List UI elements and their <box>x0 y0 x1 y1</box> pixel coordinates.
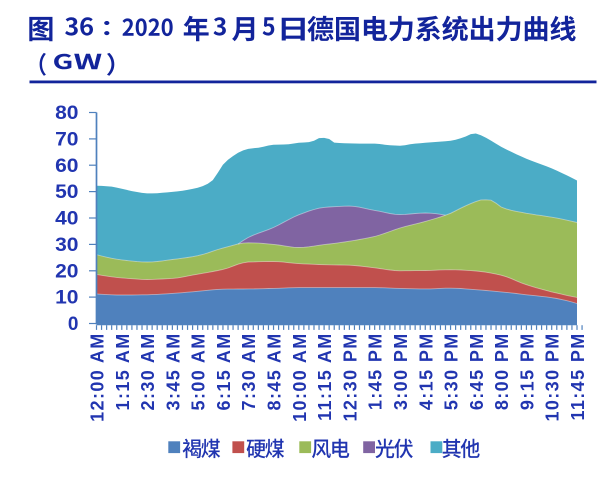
svg-text:20: 20 <box>55 261 78 282</box>
svg-text:0: 0 <box>68 314 79 335</box>
svg-text:6:45 PM: 6:45 PM <box>467 332 487 410</box>
svg-text:2:30 AM: 2:30 AM <box>138 332 158 410</box>
svg-text:8:00 PM: 8:00 PM <box>492 332 512 410</box>
svg-text:4:15 PM: 4:15 PM <box>416 332 436 410</box>
svg-text:12:30 PM: 12:30 PM <box>340 332 360 421</box>
svg-text:10:30 PM: 10:30 PM <box>543 332 563 421</box>
svg-text:50: 50 <box>55 182 78 203</box>
svg-text:11:45 PM: 11:45 PM <box>568 332 588 420</box>
svg-text:3:00 PM: 3:00 PM <box>391 332 411 410</box>
svg-text:60: 60 <box>55 156 78 177</box>
svg-text:9:15 PM: 9:15 PM <box>517 332 537 410</box>
svg-text:40: 40 <box>55 209 78 230</box>
svg-text:11:15 AM: 11:15 AM <box>315 332 335 421</box>
svg-text:3:45 AM: 3:45 AM <box>163 332 183 410</box>
svg-text:70: 70 <box>55 130 78 151</box>
svg-text:1:45 PM: 1:45 PM <box>366 332 386 410</box>
svg-text:12:00 AM: 12:00 AM <box>88 332 108 422</box>
svg-text:5:30 PM: 5:30 PM <box>442 332 462 410</box>
svg-text:1:15 AM: 1:15 AM <box>113 332 133 410</box>
svg-text:5:00 AM: 5:00 AM <box>189 332 209 410</box>
svg-text:8:45 AM: 8:45 AM <box>265 332 285 410</box>
svg-text:7:30 AM: 7:30 AM <box>239 332 259 410</box>
svg-text:6:15 AM: 6:15 AM <box>214 332 234 410</box>
svg-text:10:00 AM: 10:00 AM <box>290 332 310 422</box>
svg-text:80: 80 <box>55 103 78 124</box>
svg-text:30: 30 <box>55 235 78 256</box>
svg-text:10: 10 <box>55 288 78 309</box>
